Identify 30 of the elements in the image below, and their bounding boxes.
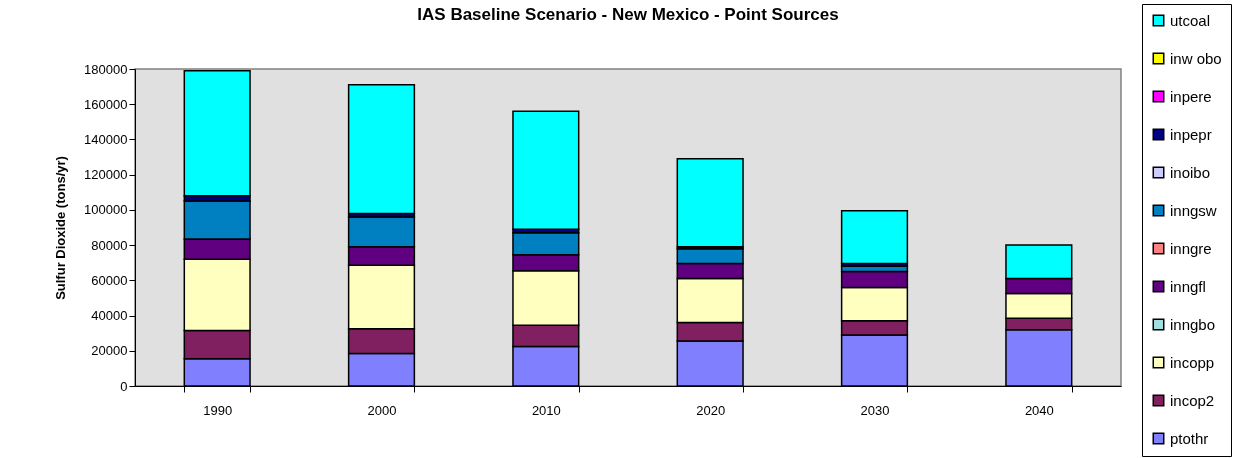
x-tick-label: 2000 bbox=[367, 402, 397, 418]
y-tick-label: 60000 bbox=[91, 272, 128, 288]
legend-label: inoibo bbox=[1170, 163, 1211, 181]
legend-label: inw obo bbox=[1170, 49, 1222, 67]
legend-label: inpepr bbox=[1170, 125, 1212, 143]
y-tick-label: 120000 bbox=[84, 167, 128, 183]
y-tick-label: 40000 bbox=[91, 308, 128, 324]
legend-label: inngsw bbox=[1170, 201, 1217, 219]
y-tick-label: 100000 bbox=[84, 202, 128, 218]
legend-label: inngfl bbox=[1170, 277, 1206, 295]
x-tick-label: 2030 bbox=[860, 402, 890, 418]
x-tick-label: 2020 bbox=[696, 402, 726, 418]
chart-title: IAS Baseline Scenario - New Mexico - Point Sources bbox=[417, 4, 839, 24]
y-tick-label: 80000 bbox=[91, 237, 128, 253]
y-tick-label: 0 bbox=[120, 378, 128, 394]
legend-label: inngre bbox=[1170, 239, 1212, 257]
x-tick-label: 2040 bbox=[1024, 402, 1054, 418]
legend-label: ptothr bbox=[1170, 429, 1209, 447]
legend-label: incopp bbox=[1170, 353, 1215, 371]
y-tick-label: 160000 bbox=[84, 96, 128, 112]
x-tick-label: 1990 bbox=[203, 402, 233, 418]
legend-label: utcoal bbox=[1170, 11, 1211, 29]
y-axis-title: Sulfur Dioxide (tons/yr) bbox=[53, 156, 69, 300]
legend-label: incop2 bbox=[1170, 391, 1215, 409]
y-tick-label: 140000 bbox=[84, 131, 128, 147]
y-tick-label: 20000 bbox=[91, 343, 128, 359]
y-tick-label: 180000 bbox=[84, 61, 128, 77]
legend-label: inpere bbox=[1170, 87, 1212, 105]
x-tick-label: 2010 bbox=[531, 402, 561, 418]
legend-label: inngbo bbox=[1170, 315, 1216, 333]
